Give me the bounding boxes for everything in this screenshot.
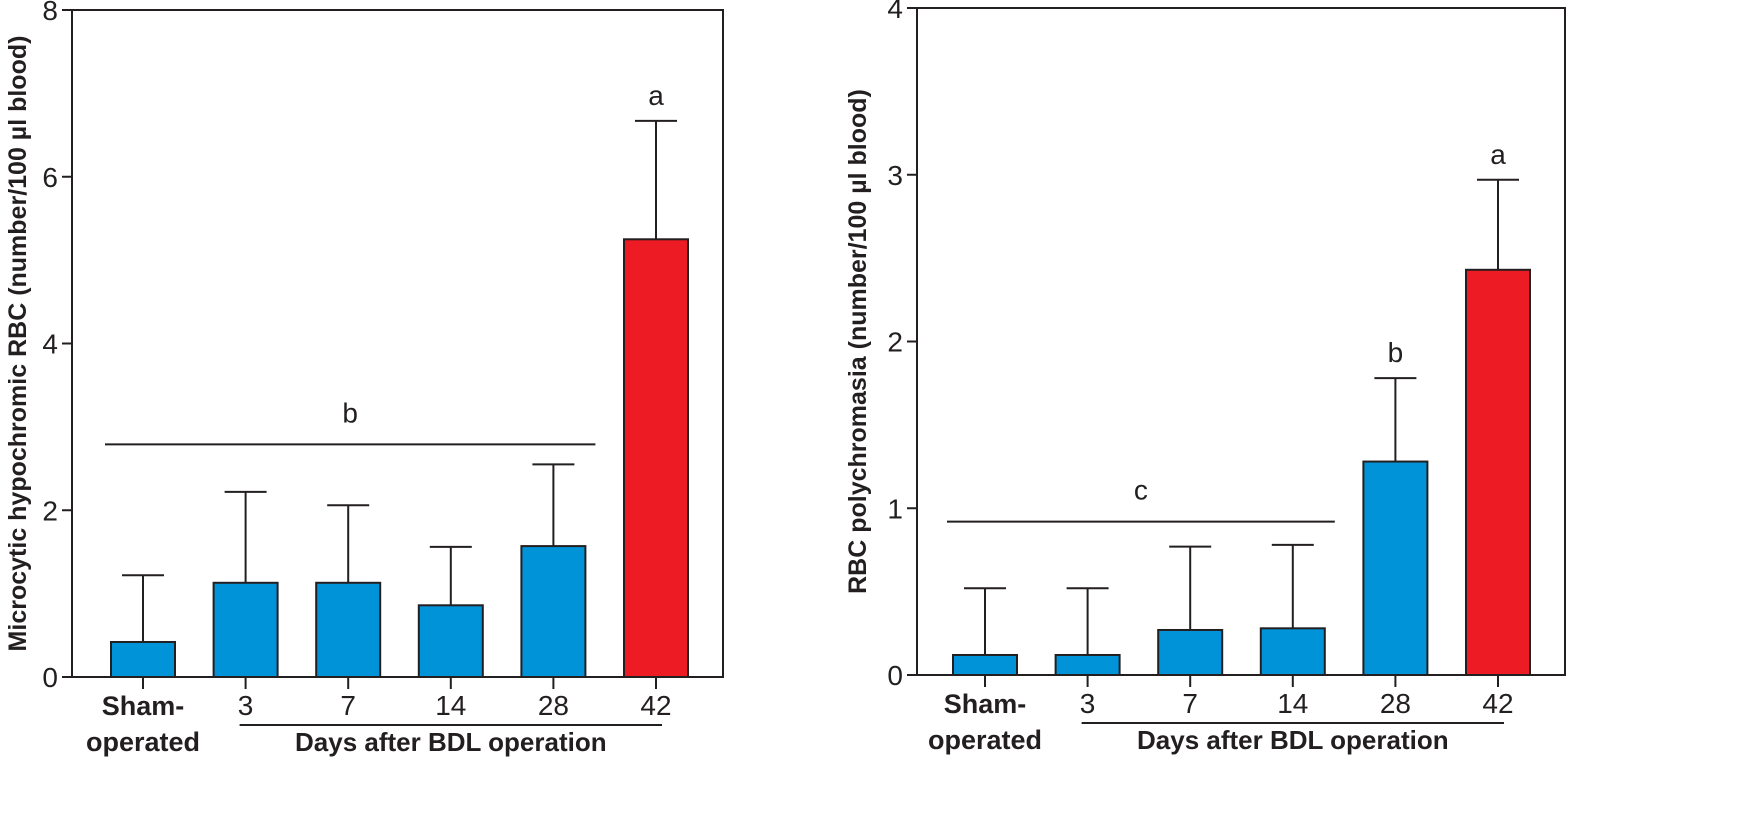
y-axis-label: Microcytic hypochromic RBC (number/100 µ… xyxy=(4,36,32,652)
x-category-label: 42 xyxy=(640,690,671,721)
chart-microcytic-hypochromic-rbc: 0 2 4 6 8 Microcytic hypochromic RBC (number/… xyxy=(4,0,724,757)
y-tick-label: 4 xyxy=(42,329,58,360)
y-tick-label: 4 xyxy=(887,0,903,24)
bar xyxy=(1054,653,1121,676)
x-category-label: 7 xyxy=(1182,688,1198,719)
x-category-label: 7 xyxy=(340,690,356,721)
x-category-label: 3 xyxy=(238,690,254,721)
bar xyxy=(1259,627,1326,676)
bar xyxy=(315,581,382,679)
bar xyxy=(952,653,1018,676)
x-category-label: Sham- xyxy=(102,691,185,721)
chart-rbc-polychromasia: 0 1 2 3 4 RBC polychromasia (number/100 µl bl… xyxy=(844,0,1566,755)
x-category-label: 28 xyxy=(538,690,569,721)
x-category-label: 28 xyxy=(1380,688,1411,719)
days-group-label: Days after BDL operation xyxy=(295,727,607,757)
bar xyxy=(417,604,484,678)
bar xyxy=(110,640,176,678)
x-category-label: 14 xyxy=(1277,688,1308,719)
y-tick-label: 3 xyxy=(887,160,903,191)
bar xyxy=(520,545,587,678)
significance-label: a xyxy=(1490,139,1506,170)
significance-label: c xyxy=(1134,475,1148,506)
significance-label: a xyxy=(648,80,664,111)
y-tick-label: 2 xyxy=(42,495,58,526)
x-category-label: 42 xyxy=(1482,688,1513,719)
significance-label: b xyxy=(342,397,358,428)
y-axis-label: RBC polychromasia (number/100 µl blood) xyxy=(844,89,872,594)
bar xyxy=(1362,460,1429,676)
bar xyxy=(623,238,689,678)
bar xyxy=(212,581,279,679)
y-tick-label: 6 xyxy=(42,162,58,193)
y-tick-label: 0 xyxy=(887,660,903,691)
x-category-label: 14 xyxy=(435,690,466,721)
x-category-label: operated xyxy=(928,725,1042,755)
significance-label: b xyxy=(1388,337,1404,368)
x-category-label: Sham- xyxy=(944,689,1027,719)
x-category-label: operated xyxy=(86,727,200,757)
y-tick-label: 0 xyxy=(42,662,58,693)
y-tick-label: 1 xyxy=(887,493,903,524)
y-tick-label: 2 xyxy=(887,327,903,358)
y-tick-label: 8 xyxy=(42,0,58,26)
bar xyxy=(1157,628,1224,676)
bar xyxy=(1465,268,1531,676)
x-category-label: 3 xyxy=(1080,688,1096,719)
days-group-label: Days after BDL operation xyxy=(1137,725,1449,755)
